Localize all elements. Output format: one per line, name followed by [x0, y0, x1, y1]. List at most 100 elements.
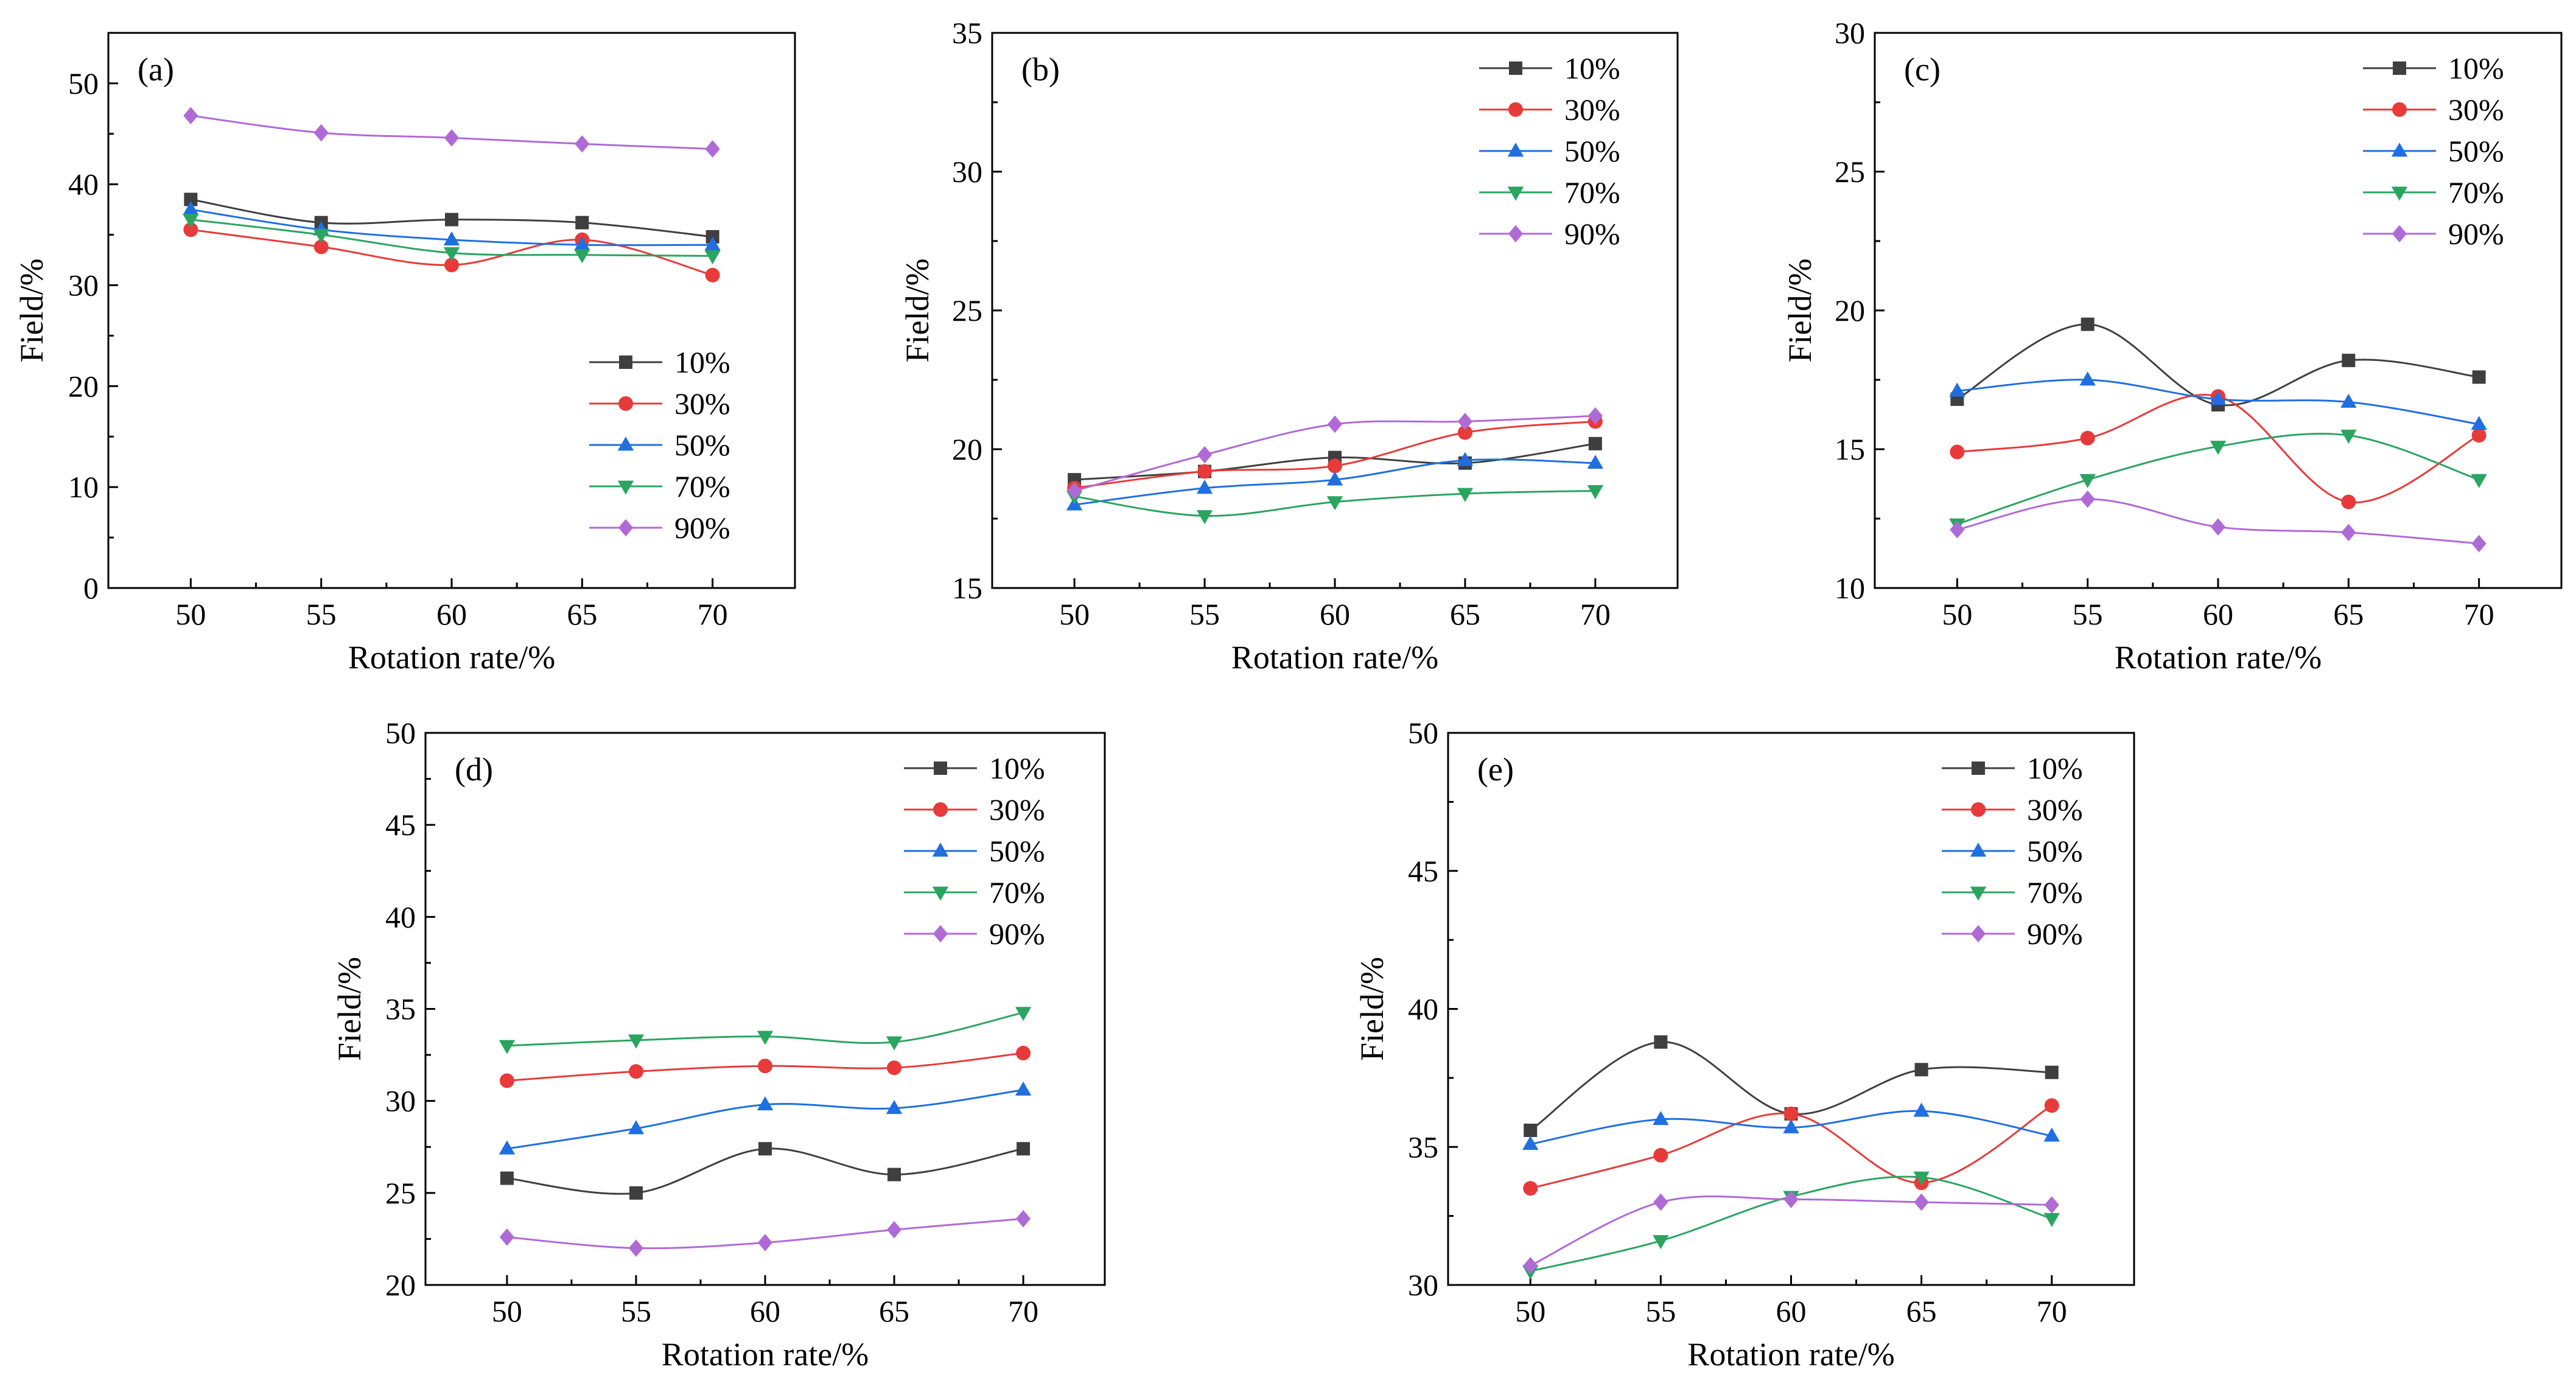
legend-marker [934, 761, 947, 775]
data-point-marker [705, 267, 720, 282]
x-tick-label: 65 [567, 597, 597, 631]
x-axis-label: Rotation rate/% [1687, 1336, 1894, 1373]
data-point-marker [1015, 1081, 1032, 1096]
data-point-marker [628, 1034, 645, 1049]
legend-marker [932, 886, 949, 901]
data-point-marker [183, 214, 199, 228]
x-tick-label: 70 [698, 597, 728, 631]
y-tick-label: 20 [952, 432, 982, 466]
data-point-marker [2044, 1098, 2059, 1113]
legend-label: 90% [674, 511, 730, 545]
x-tick-label: 55 [1189, 597, 1220, 631]
legend-marker [2393, 61, 2406, 75]
y-tick-label: 10 [68, 470, 99, 504]
data-point-marker [1196, 510, 1213, 525]
data-point-marker [2210, 391, 2227, 405]
legend-label: 90% [989, 917, 1045, 951]
data-point-marker [1523, 1181, 1538, 1196]
x-tick-label: 70 [2464, 597, 2494, 631]
data-point-marker [1950, 444, 1965, 460]
data-point-marker [1587, 455, 1604, 469]
data-point-marker [757, 1096, 774, 1111]
y-axis-label: Field/% [899, 259, 936, 363]
data-point-marker [1783, 1106, 1799, 1121]
data-point-marker [1196, 480, 1213, 494]
y-tick-label: 35 [1408, 1130, 1438, 1164]
data-point-marker [758, 1059, 772, 1074]
x-tick-label: 50 [1059, 597, 1090, 631]
data-point-marker [1523, 1256, 1538, 1275]
data-point-marker [886, 1221, 902, 1239]
data-point-marker [574, 236, 590, 251]
data-point-marker [2081, 317, 2095, 331]
data-point-marker [2472, 370, 2486, 384]
legend-marker [618, 396, 633, 411]
x-tick-label: 70 [2037, 1294, 2067, 1328]
y-axis-label: Field/% [331, 957, 368, 1061]
legend-marker [2392, 102, 2407, 117]
y-tick-label: 15 [952, 571, 982, 605]
legend-label: 70% [989, 875, 1045, 909]
data-point-marker [1457, 452, 1474, 466]
legend-label: 30% [2448, 93, 2504, 127]
data-point-marker [443, 247, 460, 262]
x-tick-label: 60 [750, 1294, 780, 1328]
legend-marker [1509, 61, 1522, 75]
panel-5: 30 35 40 45 50 50 55 60 65 70 Rotation rate/% Field… [1354, 716, 2135, 1373]
data-point-marker [1326, 496, 1343, 511]
data-point-marker [1457, 413, 1473, 430]
data-point-marker [1653, 1111, 1669, 1125]
legend-marker [1972, 761, 1985, 775]
legend-marker [1970, 886, 1987, 901]
legend-marker [618, 519, 634, 537]
data-point-marker [1067, 482, 1082, 500]
x-tick-label: 50 [1515, 1294, 1545, 1328]
x-tick-label: 60 [436, 597, 467, 631]
y-tick-label: 50 [385, 716, 416, 750]
x-tick-label: 60 [2203, 597, 2233, 631]
data-point-marker [1949, 382, 1965, 397]
x-tick-label: 55 [621, 1294, 651, 1328]
legend-marker [1508, 102, 1523, 117]
plot-frame [107, 32, 796, 589]
data-point-marker [887, 1060, 902, 1076]
legend-label: 50% [1564, 134, 1620, 168]
data-point-marker [758, 1142, 772, 1156]
data-point-marker [757, 1031, 774, 1045]
x-tick-label: 70 [1008, 1294, 1038, 1328]
data-point-marker [1653, 1147, 1668, 1163]
legend-label: 50% [2027, 834, 2083, 868]
legend-label: 30% [1564, 93, 1620, 127]
x-tick-label: 65 [2333, 597, 2364, 631]
data-point-marker [629, 1186, 643, 1200]
x-axis-label: Rotation rate/% [662, 1336, 869, 1373]
legend-marker [933, 925, 948, 943]
data-point-marker [2080, 430, 2095, 446]
legend-label: 90% [2027, 917, 2083, 951]
data-point-marker [2340, 429, 2357, 444]
data-point-marker [1587, 485, 1604, 500]
x-tick-label: 70 [1580, 597, 1611, 631]
x-tick-label: 55 [306, 597, 337, 631]
data-point-marker [313, 124, 329, 142]
x-axis-label: Rotation rate/% [1231, 639, 1438, 676]
x-tick-label: 50 [175, 597, 206, 631]
legend-marker [1970, 842, 1987, 857]
x-tick-label: 65 [1906, 1294, 1937, 1328]
panel-2: 15 20 25 30 35 50 55 60 65 70 Rotation rate/% Field… [899, 16, 1679, 676]
y-tick-label: 30 [385, 1084, 416, 1118]
legend-marker [617, 480, 634, 495]
legend-marker [617, 436, 634, 451]
x-tick-label: 60 [1776, 1294, 1807, 1328]
panel-label: (c) [1904, 51, 1941, 88]
data-point-marker [1328, 458, 1342, 474]
data-point-marker [574, 249, 590, 264]
data-point-marker [1654, 1035, 1668, 1049]
data-point-marker [1653, 1193, 1668, 1211]
data-point-marker [1522, 1135, 1539, 1150]
legend-marker [932, 842, 949, 857]
legend-label: 30% [2027, 793, 2083, 827]
data-point-marker [2079, 371, 2096, 386]
data-point-marker [499, 1228, 515, 1246]
